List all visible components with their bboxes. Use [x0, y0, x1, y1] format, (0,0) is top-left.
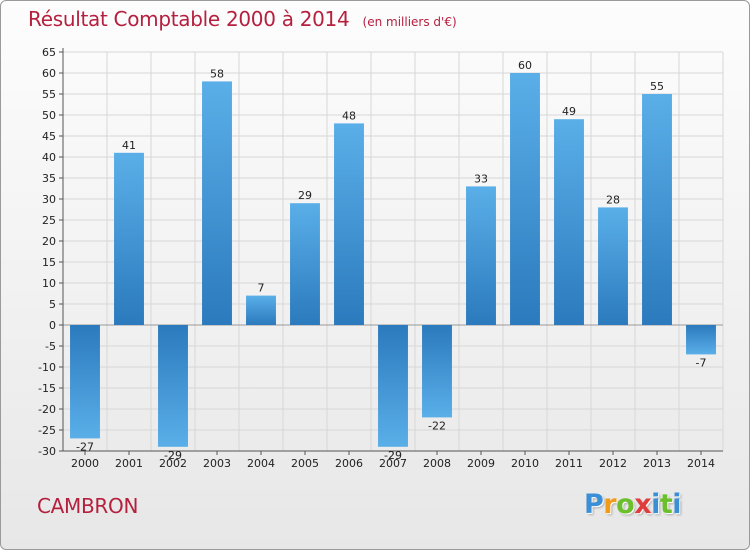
- bars: [70, 73, 716, 447]
- y-tick-label: 45: [42, 130, 56, 143]
- brand-logo: Proxiti: [584, 489, 682, 520]
- x-tick-label: 2004: [247, 457, 275, 470]
- y-tick-label: -15: [38, 382, 56, 395]
- data-labels: -27 41 -29 58 7 29 48 -29 -22 33 60 49 28 55 -7: [76, 59, 706, 462]
- y-tick-label: 20: [42, 235, 56, 248]
- data-label: 7: [258, 282, 265, 295]
- y-tick-label: 60: [42, 67, 56, 80]
- chart-title-block: Résultat Comptable 2000 à 2014 (en milli…: [28, 7, 457, 31]
- y-tick-label: 5: [49, 298, 56, 311]
- bar: [246, 295, 276, 325]
- y-tick-label: 15: [42, 256, 56, 269]
- y-tick-label: 40: [42, 151, 56, 164]
- brand-letter: r: [603, 489, 617, 520]
- bar: [554, 119, 584, 325]
- y-tick-label: 55: [42, 88, 56, 101]
- bar: [114, 152, 144, 325]
- data-label: 33: [474, 172, 488, 185]
- data-label: 28: [606, 193, 620, 206]
- bar: [510, 73, 540, 325]
- y-tick-label: -5: [45, 340, 56, 353]
- y-tick-label: 65: [42, 46, 56, 59]
- place-name: CAMBRON: [37, 494, 139, 518]
- y-tick-label: 10: [42, 277, 56, 290]
- x-tick-label: 2002: [159, 457, 187, 470]
- x-tick-label: 2000: [71, 457, 99, 470]
- data-label: -29: [384, 449, 402, 462]
- data-label: -22: [428, 419, 446, 432]
- data-label: -27: [76, 440, 94, 453]
- brand-letter: x: [634, 489, 652, 520]
- data-label: 55: [650, 80, 664, 93]
- bar: [686, 325, 716, 355]
- y-tick-label: -20: [38, 403, 56, 416]
- x-tick-label: 2005: [291, 457, 319, 470]
- x-tick-label: 2013: [643, 457, 671, 470]
- chart-title: Résultat Comptable 2000 à 2014: [28, 7, 350, 31]
- x-tick-label: 2007: [379, 457, 407, 470]
- brand-letter: t: [659, 489, 673, 520]
- x-tick-label: 2014: [687, 457, 715, 470]
- y-tick-label: 35: [42, 172, 56, 185]
- y-tick-label: 25: [42, 214, 56, 227]
- brand-letter: i: [672, 489, 682, 520]
- x-tick-label: 2012: [599, 457, 627, 470]
- bar: [158, 325, 188, 447]
- data-label: 49: [562, 105, 576, 118]
- y-tick-label: -25: [38, 424, 56, 437]
- axes: -30 -25 -20 -15 -10 -5 0 5 10 15 20 25 30 35 40 45 50 55 6…: [38, 46, 723, 470]
- data-label: 41: [122, 139, 136, 152]
- x-tick-label: 2006: [335, 457, 363, 470]
- x-tick-label: 2011: [555, 457, 583, 470]
- x-tick-label: 2009: [467, 457, 495, 470]
- brand-letter: i: [651, 489, 660, 520]
- bar: [70, 325, 100, 439]
- x-tick-label: 2003: [203, 457, 231, 470]
- y-tick-label: 0: [49, 319, 56, 332]
- data-label: 58: [210, 67, 224, 80]
- y-tick-label: -30: [38, 445, 56, 458]
- y-tick-label: 30: [42, 193, 56, 206]
- data-label: -7: [696, 356, 707, 369]
- x-tick-label: 2008: [423, 457, 451, 470]
- bar: [290, 203, 320, 325]
- bar: [466, 186, 496, 325]
- bar: [642, 94, 672, 325]
- bar: [422, 325, 452, 418]
- bar: [378, 325, 408, 447]
- y-tick-label: -10: [38, 361, 56, 374]
- bar: [598, 207, 628, 325]
- bar: [334, 123, 364, 326]
- data-label: 60: [518, 59, 532, 72]
- data-label: -29: [164, 449, 182, 462]
- x-tick-label: 2001: [115, 457, 143, 470]
- brand-letter: o: [616, 489, 635, 520]
- data-label: 29: [298, 189, 312, 202]
- brand-letter: P: [584, 489, 604, 520]
- x-tick-label: 2010: [511, 457, 539, 470]
- y-tick-label: 50: [42, 109, 56, 122]
- bar: [202, 81, 232, 326]
- data-label: 48: [342, 109, 356, 122]
- chart-subtitle: (en milliers d'€): [362, 15, 457, 29]
